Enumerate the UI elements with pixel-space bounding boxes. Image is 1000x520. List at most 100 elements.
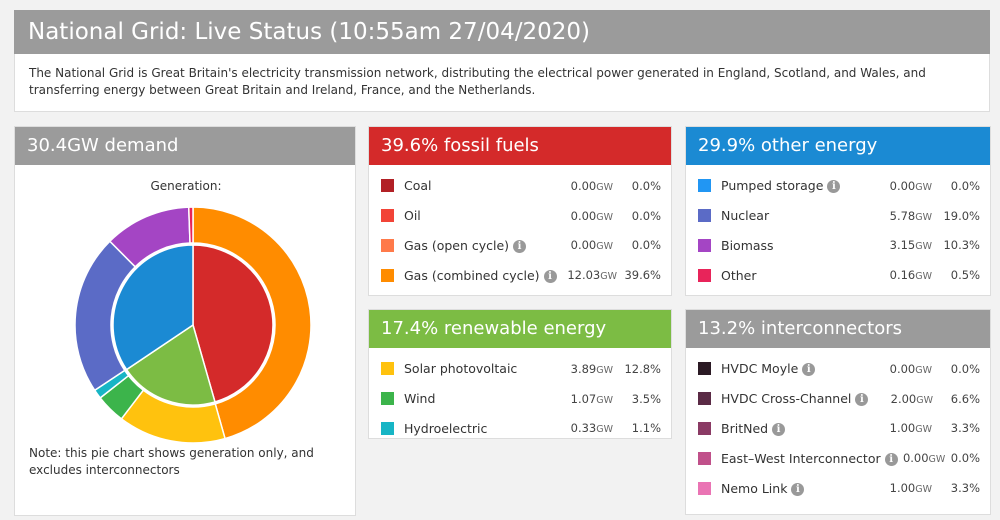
gigawatt-value: 0.16GW <box>866 268 932 282</box>
demand-panel: 30.4GW demand Generation: Note: this pie… <box>14 126 356 516</box>
info-icon[interactable]: i <box>827 180 841 194</box>
source-name: Hydroelectric <box>404 421 547 436</box>
gigawatt-unit: GW <box>596 364 613 376</box>
gigawatt-value: 0.33GW <box>547 421 613 435</box>
source-name-text: Gas (combined cycle) <box>404 267 540 283</box>
color-swatch <box>698 209 711 223</box>
other-energy-list: Pumped storage i 0.00GW 0.0% Nuclear 5.78GW 19… <box>686 165 990 290</box>
list-item: Coal 0.00GW 0.0% <box>381 171 661 201</box>
source-name: Wind <box>404 391 547 406</box>
description: The National Grid is Great Britain's ele… <box>14 54 990 112</box>
other-energy-title: 29.9% other energy <box>686 127 990 165</box>
interconnectors-panel: 13.2% interconnectors HVDC Moyle i 0.00GW 0… <box>685 309 991 515</box>
source-name-text: Coal <box>404 178 432 194</box>
source-name-text: Other <box>721 267 757 283</box>
percentage-value: 3.3% <box>950 481 980 496</box>
info-icon[interactable]: i <box>884 452 898 466</box>
gigawatt-unit: GW <box>915 424 932 436</box>
gigawatt-number: 0.00 <box>570 238 597 253</box>
percentage-value: 19.0% <box>943 208 980 223</box>
source-name: Oil <box>404 208 547 223</box>
gigawatt-number: 0.00 <box>570 178 597 193</box>
page-title: National Grid: Live Status (10:55am 27/0… <box>14 10 990 54</box>
gigawatt-unit: GW <box>915 484 932 496</box>
gigawatt-value: 0.00GW <box>866 362 932 376</box>
list-item: Wind 1.07GW 3.5% <box>381 384 661 414</box>
source-name-text: Hydroelectric <box>404 420 488 436</box>
gigawatt-value: 2.00GW <box>868 392 933 406</box>
info-icon[interactable]: i <box>513 239 527 253</box>
percentage-value: 6.6% <box>950 391 980 406</box>
list-item: Solar photovoltaic 3.89GW 12.8% <box>381 354 661 384</box>
percentage-value: 0.0% <box>631 208 661 223</box>
color-swatch <box>698 481 711 495</box>
list-item: HVDC Cross-Channel i 2.00GW 6.6% <box>698 384 980 414</box>
fossil-fuels-panel: 39.6% fossil fuels Coal 0.00GW 0.0% Oil 0.00… <box>368 126 672 296</box>
fossil-fuels-title: 39.6% fossil fuels <box>369 127 671 165</box>
source-name-text: Gas (open cycle) <box>404 237 510 253</box>
generation-pie-chart <box>74 206 312 444</box>
source-name-text: Pumped storage <box>721 178 824 194</box>
gigawatt-unit: GW <box>596 424 613 436</box>
info-icon[interactable]: i <box>772 422 786 436</box>
list-item: Other 0.16GW 0.5% <box>698 260 980 290</box>
gigawatt-unit: GW <box>915 181 932 193</box>
percentage-value: 3.5% <box>631 391 661 406</box>
source-name: East–West Interconnector i <box>721 451 898 466</box>
gigawatt-unit: GW <box>596 181 613 193</box>
color-swatch <box>381 392 394 406</box>
info-icon[interactable]: i <box>802 363 816 377</box>
source-name-text: Nemo Link <box>721 480 788 496</box>
demand-title: 30.4GW demand <box>15 127 355 165</box>
source-name: Biomass <box>721 238 866 253</box>
source-name-text: Solar photovoltaic <box>404 361 518 377</box>
source-name-text: BritNed <box>721 420 769 436</box>
renewable-energy-panel: 17.4% renewable energy Solar photovoltai… <box>368 309 672 439</box>
gigawatt-number: 5.78 <box>889 208 916 223</box>
info-icon[interactable]: i <box>855 393 869 407</box>
percentage-value: 1.1% <box>631 421 661 436</box>
source-name: Gas (combined cycle) i <box>404 268 557 283</box>
list-item: Gas (open cycle) i 0.00GW 0.0% <box>381 231 661 261</box>
color-swatch <box>698 238 711 252</box>
gigawatt-value: 5.78GW <box>866 209 932 223</box>
color-swatch <box>381 421 394 435</box>
color-swatch <box>698 362 711 376</box>
gigawatt-value: 12.03GW <box>557 268 617 282</box>
pie-note: Note: this pie chart shows generation on… <box>29 446 314 477</box>
gigawatt-unit: GW <box>596 394 613 406</box>
info-icon[interactable]: i <box>543 269 557 283</box>
interconnectors-title: 13.2% interconnectors <box>686 310 990 348</box>
source-name-text: Wind <box>404 391 436 407</box>
color-swatch <box>381 179 394 193</box>
renewable-energy-list: Solar photovoltaic 3.89GW 12.8% Wind 1.07GW 3… <box>369 348 671 443</box>
source-name: Nemo Link i <box>721 481 866 496</box>
gigawatt-value: 1.00GW <box>866 481 932 495</box>
list-item: Nemo Link i 1.00GW 3.3% <box>698 473 980 503</box>
info-icon[interactable]: i <box>791 482 805 496</box>
gigawatt-value: 1.00GW <box>866 421 932 435</box>
color-swatch <box>698 179 711 193</box>
gigawatt-number: 0.00 <box>902 451 929 466</box>
gigawatt-number: 12.03 <box>567 268 601 283</box>
source-name: Coal <box>404 178 547 193</box>
percentage-value: 0.5% <box>950 268 980 283</box>
source-name-text: Nuclear <box>721 208 770 224</box>
list-item: Gas (combined cycle) i 12.03GW 39.6% <box>381 260 661 290</box>
gigawatt-unit: GW <box>600 271 618 283</box>
gigawatt-unit: GW <box>915 364 932 376</box>
gigawatt-value: 0.00GW <box>547 179 613 193</box>
source-name-text: HVDC Cross-Channel <box>721 391 852 407</box>
source-name: Nuclear <box>721 208 866 223</box>
gigawatt-unit: GW <box>596 211 613 223</box>
percentage-value: 10.3% <box>943 238 980 253</box>
color-swatch <box>698 421 711 435</box>
list-item: Oil 0.00GW 0.0% <box>381 201 661 231</box>
pie-inner-slice <box>112 244 194 371</box>
percentage-value: 39.6% <box>624 268 661 283</box>
gigawatt-value: 3.15GW <box>866 238 932 252</box>
color-swatch <box>698 268 711 282</box>
percentage-value: 0.0% <box>950 451 980 466</box>
gigawatt-unit: GW <box>928 454 946 466</box>
gigawatt-number: 2.00 <box>890 391 917 406</box>
